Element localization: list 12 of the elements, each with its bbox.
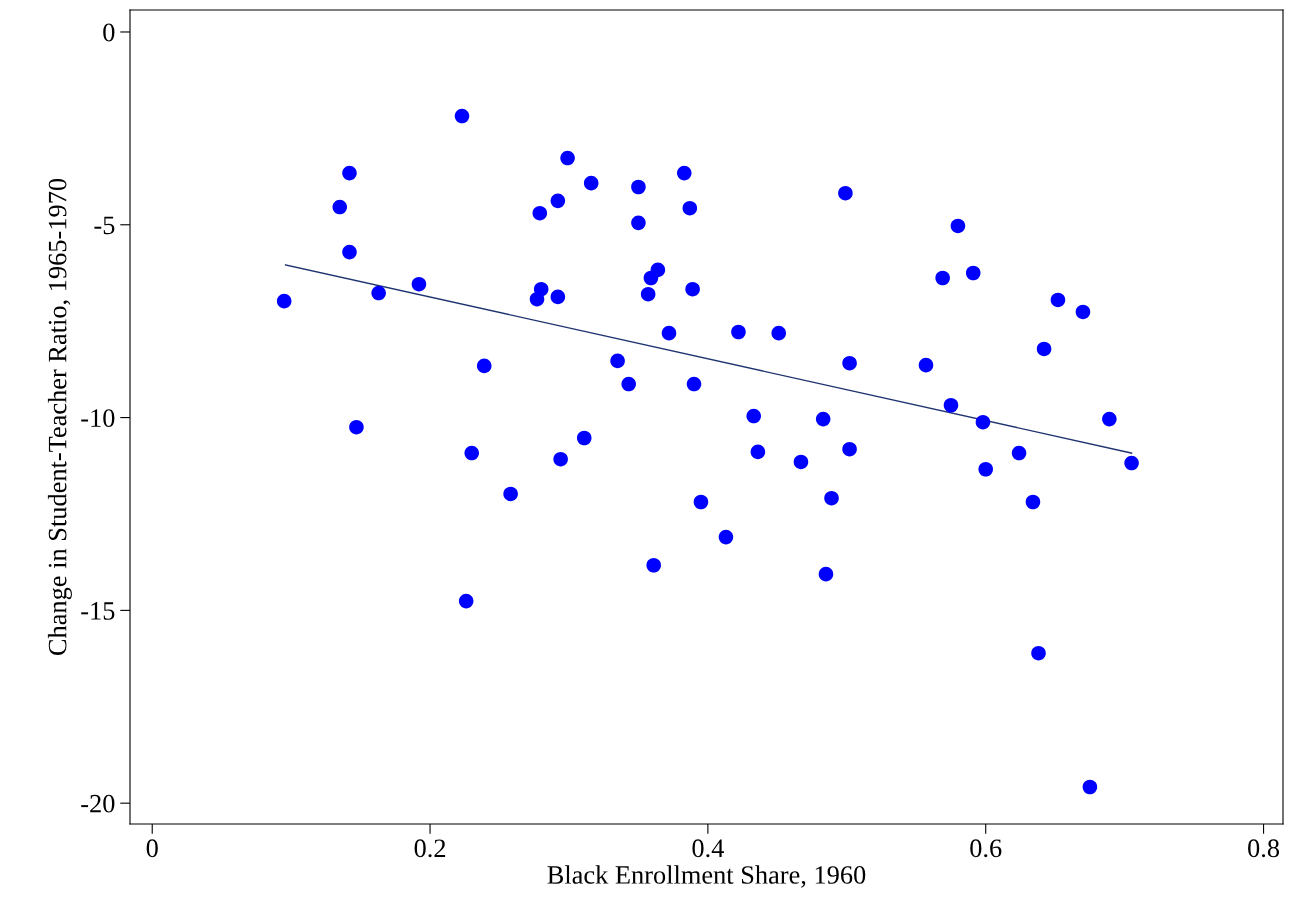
x-tick-label: 0.4 xyxy=(692,839,724,858)
x-axis-title: Black Enrollment Share, 1960 xyxy=(547,865,866,888)
y-tick-label: -10 xyxy=(81,409,115,427)
y-tick-label: -20 xyxy=(81,794,115,813)
x-tick-label: 0 xyxy=(146,839,158,858)
y-tick-label: -5 xyxy=(94,216,115,235)
y-tick-label: -15 xyxy=(81,602,115,620)
y-axis-title: Change in Student-Teacher Ratio, 1965-1970 xyxy=(47,178,72,655)
x-tick-label: 0.8 xyxy=(1248,839,1280,858)
x-tick-label: 0.2 xyxy=(414,839,446,858)
x-tick-label: 0.6 xyxy=(970,839,1002,858)
y-tick-label: 0 xyxy=(103,23,115,42)
